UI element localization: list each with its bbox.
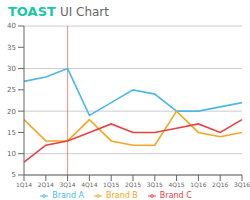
svg-text:10: 10 <box>8 150 16 158</box>
html-text:Brand C: Brand C <box>159 191 192 200</box>
svg-text:5: 5 <box>12 171 16 179</box>
svg-text:1Q16: 1Q16 <box>190 181 206 188</box>
svg-text:3Q15: 3Q15 <box>147 181 163 188</box>
svg-text:2Q16: 2Q16 <box>212 181 228 188</box>
svg-text:2Q15: 2Q15 <box>125 181 141 188</box>
svg-text:20: 20 <box>8 108 16 116</box>
svg-text:2Q14: 2Q14 <box>38 181 54 188</box>
svg-text:25: 25 <box>8 86 16 94</box>
svg-text:1Q14: 1Q14 <box>16 181 32 188</box>
svg-text:40: 40 <box>8 22 16 30</box>
svg-text:4Q14: 4Q14 <box>81 181 97 188</box>
svg-text:4Q15: 4Q15 <box>169 181 185 188</box>
svg-text:3Q14: 3Q14 <box>60 181 76 188</box>
html-text:Brand A: Brand A <box>52 191 84 200</box>
svg-text:3Q16: 3Q16 <box>234 181 242 188</box>
html-text:TOAST UI Chart: TOAST UI Chart <box>8 4 109 19</box>
html-text:Brand B: Brand B <box>106 191 138 200</box>
svg-text:15: 15 <box>8 129 16 137</box>
svg-text:30: 30 <box>8 65 16 73</box>
svg-text:1Q15: 1Q15 <box>103 181 119 188</box>
svg-text:35: 35 <box>8 44 16 52</box>
